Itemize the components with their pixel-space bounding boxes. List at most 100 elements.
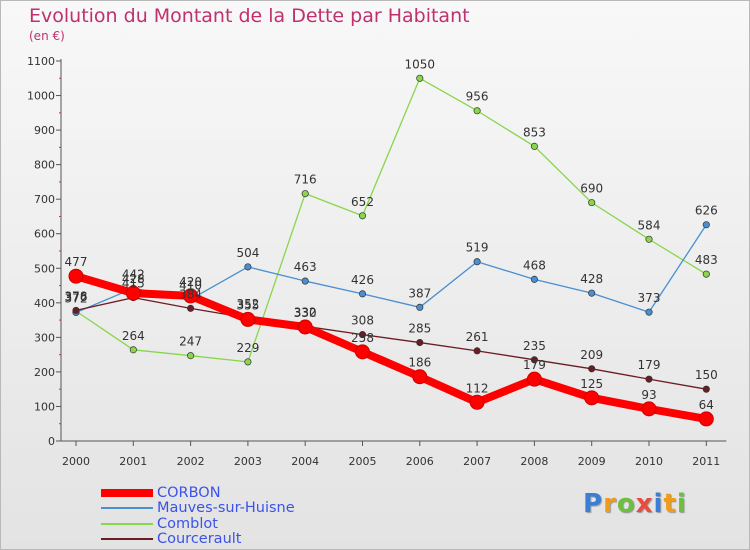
data-label: 373	[638, 291, 661, 305]
data-point	[301, 190, 309, 198]
data-label: 384	[179, 287, 202, 301]
y-tick-label: 1000	[27, 90, 55, 103]
data-label: 285	[408, 322, 431, 336]
data-label: 125	[580, 377, 603, 391]
data-point	[584, 390, 600, 406]
data-point	[129, 346, 137, 354]
data-label: 652	[351, 195, 374, 209]
data-point	[358, 290, 367, 298]
x-tick-label: 2004	[291, 455, 319, 468]
data-label: 626	[695, 204, 718, 218]
legend-item-corbon: CORBON	[101, 485, 295, 501]
y-tick-label: 500	[34, 262, 55, 275]
data-point	[588, 199, 596, 207]
data-point	[416, 303, 424, 311]
proxiti-logo: Proxiti	[583, 489, 687, 519]
y-tick-label: 100	[34, 400, 55, 413]
data-label: 264	[122, 329, 145, 343]
legend-swatch-mauves-sur-huisne	[101, 507, 153, 510]
legend-item-comblot: Comblot	[101, 516, 295, 532]
data-point	[530, 275, 538, 283]
data-label: 150	[695, 368, 718, 382]
series-line-comblot	[75, 77, 707, 363]
data-label: 209	[580, 348, 603, 362]
data-point	[416, 338, 424, 347]
y-tick-label: 400	[34, 297, 55, 310]
data-label: 477	[65, 255, 88, 269]
x-tick-label: 2001	[119, 455, 147, 468]
data-point	[526, 371, 542, 387]
data-point	[297, 319, 313, 335]
y-tick-label: 900	[34, 124, 55, 137]
data-point	[702, 270, 710, 278]
data-point	[469, 394, 485, 410]
data-label: 420	[179, 275, 202, 289]
data-label: 186	[408, 356, 431, 370]
series-line-corbon	[72, 272, 711, 423]
data-label: 179	[523, 358, 546, 372]
legend-swatch-courcerault	[101, 538, 153, 541]
data-point	[645, 375, 653, 383]
data-point	[412, 369, 428, 385]
data-point	[645, 308, 653, 316]
chart-subtitle: (en €)	[29, 29, 65, 43]
data-label: 378	[65, 289, 88, 303]
legend-label-mauves-sur-huisne: Mauves-sur-Huisne	[157, 500, 295, 517]
data-label: 716	[294, 173, 317, 187]
data-point	[530, 356, 538, 364]
data-label: 463	[294, 260, 317, 274]
data-label: 468	[523, 258, 546, 272]
data-label: 387	[408, 286, 431, 300]
x-tick-label: 2002	[177, 455, 205, 468]
legend-label-courcerault: Courcerault	[157, 531, 242, 548]
legend-item-courcerault: Courcerault	[101, 531, 295, 548]
data-point	[358, 331, 367, 339]
data-point	[244, 358, 252, 366]
data-label: 332	[294, 305, 317, 319]
data-point	[68, 268, 84, 284]
data-label: 355	[236, 298, 259, 312]
data-point	[698, 411, 714, 427]
data-point	[588, 289, 596, 297]
data-label: 504	[236, 246, 259, 260]
data-point	[473, 258, 481, 266]
logo-letter: P	[583, 489, 604, 519]
data-label: 179	[638, 358, 661, 372]
logo-letter: o	[616, 489, 636, 519]
data-label: 442	[122, 267, 145, 281]
data-point	[358, 212, 367, 220]
data-point	[183, 288, 199, 304]
data-label: 853	[523, 125, 546, 139]
data-point	[641, 401, 657, 417]
data-label: 483	[695, 253, 718, 267]
data-label: 410	[179, 278, 202, 292]
data-label: 372	[65, 291, 88, 305]
legend-swatch-comblot	[101, 522, 153, 525]
data-label: 247	[179, 335, 202, 349]
data-point	[588, 365, 596, 373]
data-point	[187, 304, 195, 312]
data-point	[473, 107, 481, 115]
logo-letter: i	[653, 489, 664, 519]
logo-letter: t	[663, 489, 677, 519]
y-tick-label: 0	[48, 435, 55, 448]
data-label: 229	[236, 341, 259, 355]
data-label: 519	[466, 241, 489, 255]
data-point	[244, 263, 252, 271]
x-tick-label: 2008	[520, 455, 548, 468]
logo-letter: i	[676, 489, 687, 519]
data-label: 415	[122, 277, 145, 291]
data-point	[187, 352, 195, 360]
data-label: 258	[351, 331, 374, 345]
x-tick-label: 2010	[635, 455, 663, 468]
data-point	[473, 347, 481, 355]
x-tick-label: 2005	[349, 455, 377, 468]
x-tick-label: 2011	[692, 455, 720, 468]
x-tick-label: 2006	[406, 455, 434, 468]
legend-item-mauves-sur-huisne: Mauves-sur-Huisne	[101, 500, 295, 517]
data-label: 93	[641, 388, 656, 402]
y-tick-label: 1100	[27, 55, 55, 68]
y-tick-label: 200	[34, 366, 55, 379]
y-tick-label: 700	[34, 193, 55, 206]
